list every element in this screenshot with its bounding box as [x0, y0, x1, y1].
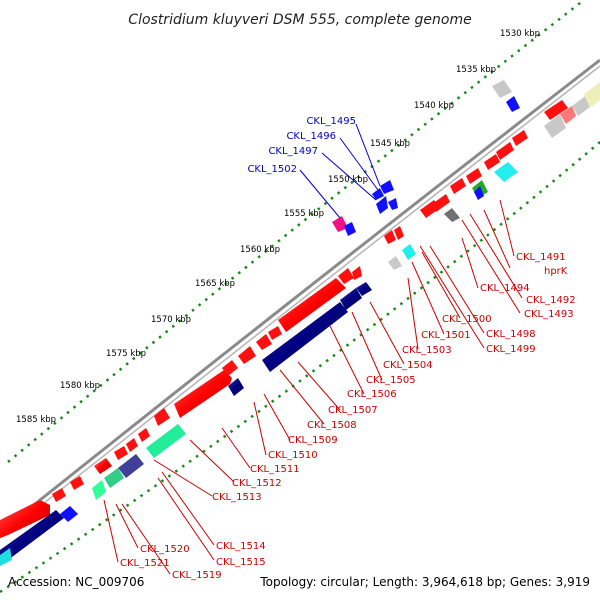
- ruler-label: 1580 kbp: [60, 381, 100, 391]
- accession-text: Accession: NC_009706: [8, 575, 144, 589]
- ruler-label: 1545 kbp: [370, 139, 410, 149]
- ruler-label: 1570 kbp: [151, 315, 191, 325]
- gene-label[interactable]: CKL_1491: [516, 252, 566, 263]
- genome-summary-text: Topology: circular; Length: 3,964,618 bp…: [259, 575, 590, 589]
- gene-label[interactable]: CKL_1502: [247, 164, 297, 175]
- gene-label[interactable]: CKL_1506: [347, 389, 397, 400]
- gene-label[interactable]: CKL_1497: [268, 146, 318, 157]
- ruler-label: 1585 kbp: [16, 415, 56, 425]
- gene-label[interactable]: CKL_1512: [232, 478, 282, 489]
- blue-labels: CKL_1495 CKL_1496 CKL_1497 CKL_1502: [247, 116, 356, 175]
- ruler-label: 1560 kbp: [240, 245, 280, 255]
- gene-label[interactable]: CKL_1515: [216, 557, 266, 568]
- genome-backbone-outer: [0, 58, 600, 534]
- gene-label[interactable]: CKL_1509: [288, 435, 338, 446]
- ruler-tick-track: [7, 0, 585, 463]
- ruler-label: 1535 kbp: [456, 65, 496, 75]
- map-title: Clostridium kluyveri DSM 555, complete g…: [128, 12, 471, 28]
- gene-label[interactable]: CKL_1505: [366, 375, 416, 386]
- forward-strand-features: [0, 100, 568, 538]
- gene-label[interactable]: CKL_1514: [216, 541, 266, 552]
- gene-label[interactable]: CKL_1494: [480, 283, 530, 294]
- ruler-label: 1555 kbp: [284, 209, 324, 219]
- ruler-label: 1540 kbp: [414, 101, 454, 111]
- genome-backbone-inner: [0, 65, 600, 539]
- gene-label[interactable]: CKL_1495: [306, 116, 356, 127]
- ruler-label: 1530 kbp: [500, 29, 540, 39]
- gene-label[interactable]: CKL_1508: [307, 420, 357, 431]
- gene-label[interactable]: CKL_1500: [442, 314, 492, 325]
- gene-label[interactable]: CKL_1519: [172, 570, 222, 581]
- blue-leader-lines: [299, 123, 381, 219]
- gene-label[interactable]: CKL_1501: [421, 330, 471, 341]
- gene-label[interactable]: CKL_1511: [250, 464, 300, 475]
- reverse-strand-features: [0, 82, 600, 566]
- gene-label[interactable]: CKL_1499: [486, 344, 536, 355]
- gene-label[interactable]: CKL_1492: [526, 295, 576, 306]
- gene-label[interactable]: CKL_1513: [212, 492, 262, 503]
- gene-label[interactable]: CKL_1498: [486, 329, 536, 340]
- gene-label[interactable]: CKL_1496: [286, 131, 336, 142]
- ruler-label: 1550 kbp: [328, 175, 368, 185]
- gene-label[interactable]: hprK: [544, 266, 568, 277]
- gene-label[interactable]: CKL_1507: [328, 405, 378, 416]
- gene-label[interactable]: CKL_1503: [402, 345, 452, 356]
- gene-label[interactable]: CKL_1493: [524, 309, 574, 320]
- gene-label[interactable]: CKL_1510: [268, 450, 318, 461]
- ruler-label: 1565 kbp: [195, 279, 235, 289]
- ruler-label: 1575 kbp: [106, 349, 146, 359]
- red-leader-lines: [103, 199, 523, 575]
- gene-label[interactable]: CKL_1520: [140, 544, 190, 555]
- outer-features: [332, 80, 520, 236]
- gene-label[interactable]: CKL_1521: [120, 558, 170, 569]
- red-labels: CKL_1491 hprK CKL_1494 CKL_1492 CKL_1493…: [120, 252, 576, 581]
- ruler-labels: 1530 kbp 1535 kbp 1540 kbp 1545 kbp 1550…: [16, 29, 540, 425]
- gene-label[interactable]: CKL_1504: [383, 360, 433, 371]
